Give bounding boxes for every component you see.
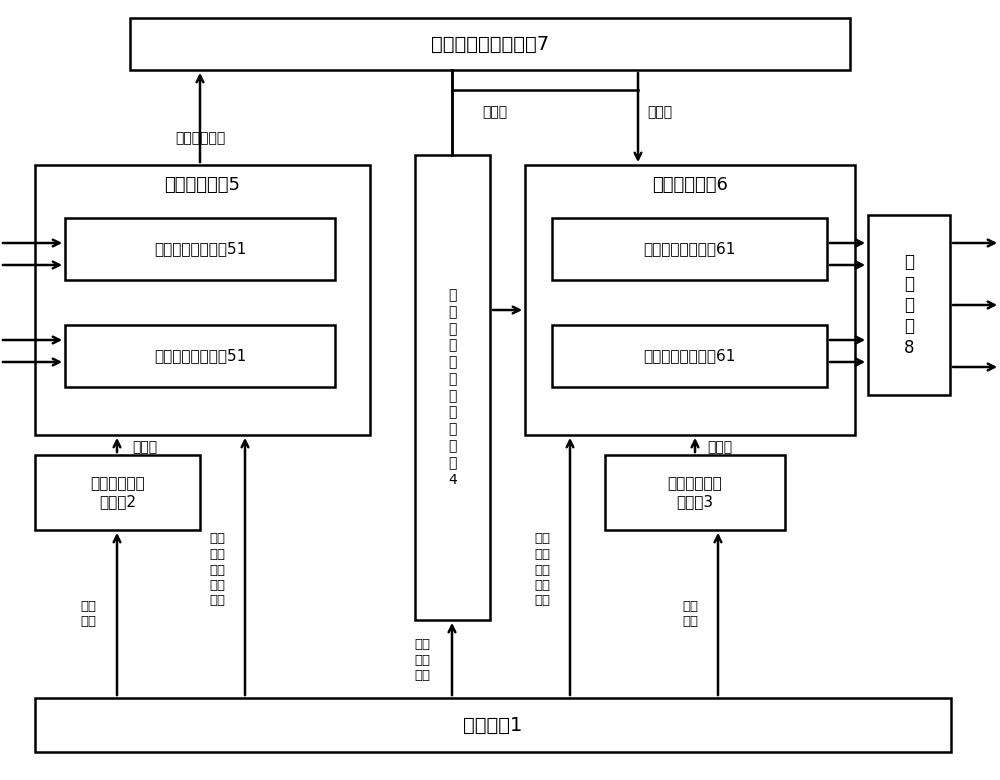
Text: 延
时
模
块
8: 延 时 模 块 8: [904, 253, 914, 357]
Bar: [605, 455, 785, 530]
Text: 写入
使能: 写入 使能: [80, 600, 96, 628]
Text: 写入
各管
理模
块寄
存器: 写入 各管 理模 块寄 存器: [534, 533, 550, 608]
Text: 触
发
输
入
输
出
选
通
寄
存
器
4: 触 发 输 入 输 出 选 通 寄 存 器 4: [448, 289, 457, 487]
Bar: [65, 325, 335, 387]
Bar: [130, 18, 850, 70]
Text: 触发输入使能
寄存器2: 触发输入使能 寄存器2: [90, 476, 145, 509]
Bar: [65, 218, 335, 280]
Text: 写入
选通
关系: 写入 选通 关系: [414, 638, 430, 682]
Bar: [35, 698, 951, 752]
Bar: [552, 218, 827, 280]
Bar: [868, 215, 950, 395]
Text: 写入
各管
理模
块寄
存器: 写入 各管 理模 块寄 存器: [209, 533, 225, 608]
Text: 控制单元1: 控制单元1: [463, 715, 523, 735]
Text: 触发输出管理模块61: 触发输出管理模块61: [643, 349, 736, 363]
Text: 供查询: 供查询: [132, 440, 158, 454]
Text: 供查询: 供查询: [482, 105, 508, 119]
Bar: [35, 165, 370, 435]
Text: 触发输入状态寄存器7: 触发输入状态寄存器7: [431, 34, 549, 54]
Text: 触发输出使能
寄存器3: 触发输出使能 寄存器3: [668, 476, 722, 509]
Text: 写入
使能: 写入 使能: [682, 600, 698, 628]
Text: 触发输出模块6: 触发输出模块6: [652, 176, 728, 194]
Bar: [415, 155, 490, 620]
Text: 供查询: 供查询: [647, 105, 673, 119]
Bar: [35, 455, 200, 530]
Text: 触发输入模块5: 触发输入模块5: [164, 176, 240, 194]
Text: 触发输入管理模块51: 触发输入管理模块51: [154, 349, 246, 363]
Text: 供查询: 供查询: [707, 440, 733, 454]
Bar: [525, 165, 855, 435]
Text: 写入触发状态: 写入触发状态: [175, 131, 225, 145]
Text: 触发输出管理模块61: 触发输出管理模块61: [643, 242, 736, 257]
Bar: [552, 325, 827, 387]
Text: 触发输入管理模块51: 触发输入管理模块51: [154, 242, 246, 257]
